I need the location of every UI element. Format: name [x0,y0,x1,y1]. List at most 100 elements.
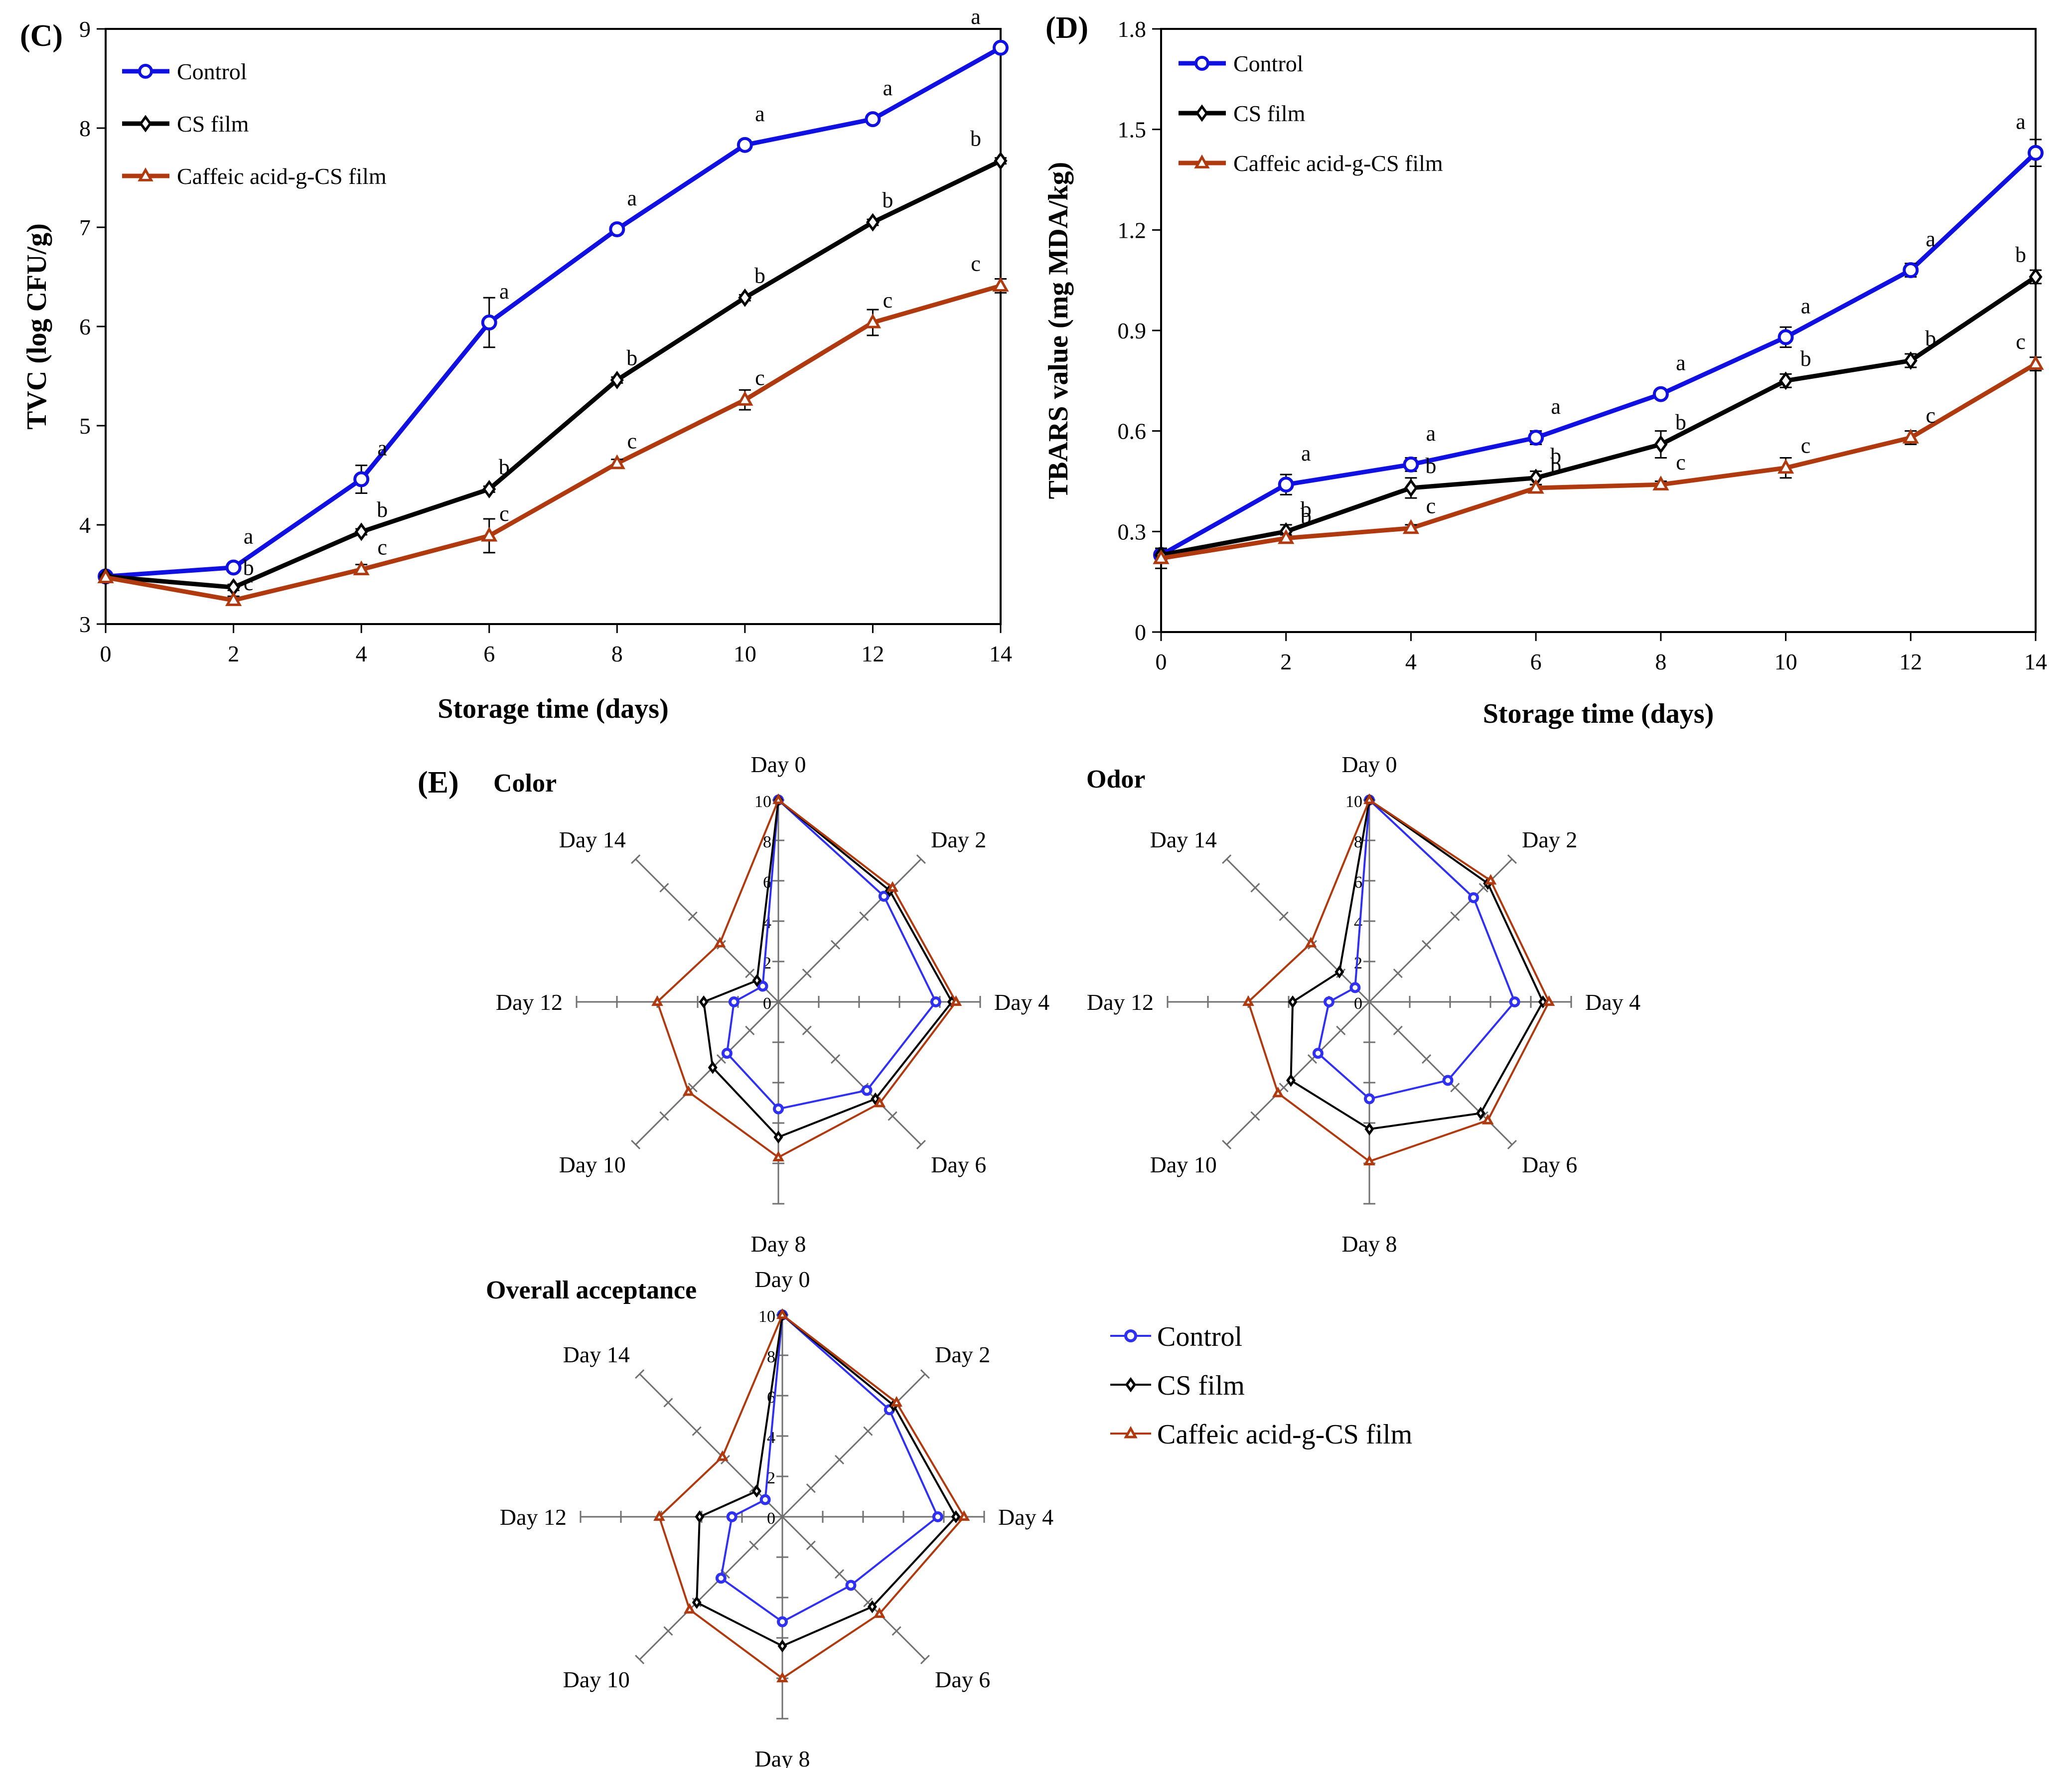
y-tick-label: 7 [79,215,91,240]
y-axis-title: TBARS value (mg MDA/kg) [1043,162,1074,499]
radar-point [653,1510,665,1521]
significance-label: b [970,127,981,151]
data-point [992,277,1009,292]
radar-axis-label: Day 4 [998,1504,1053,1530]
radar-point [776,1308,788,1319]
significance-label: a [244,524,254,549]
data-point [1528,430,1544,446]
radar-point [1364,1123,1374,1136]
radar-tick-mark [1450,911,1460,921]
significance-label: b [1675,410,1686,435]
radar-series-caffeic-acid-g-cs-film [1242,793,1555,1166]
data-point [97,568,114,584]
legend-item-caffeic-acid-g-cs-film: Caffeic acid-g-CS film [1179,151,1443,176]
radar-odor: Odor Day 0 Day 2 Day 4 Day 6 Day 8 Day 10 Day 1… [1086,752,1640,1257]
radar-axis-label: Day 2 [1522,827,1577,852]
radar-title: Odor [1086,765,1145,794]
significance-label: a [971,4,981,29]
y-tick-label: 5 [79,413,91,439]
data-point [1654,435,1668,454]
data-point [353,560,370,576]
radar-point [1324,996,1334,1007]
radar-axis-label: Day 12 [1087,989,1154,1015]
radar-axis [639,1516,783,1660]
data-point [2027,355,2044,370]
radar-point [861,1085,873,1096]
y-tick-label: 1.5 [1118,117,1147,143]
radar-point [951,1510,961,1524]
significance-label: c [1926,403,1936,428]
data-point [1779,371,1793,390]
radar-tick-mark [1393,968,1403,978]
significance-label: a [377,436,387,460]
significance-label: b [377,497,388,522]
legend-item-cs-film: CS film [122,111,249,137]
radar-tick-mark [1450,1083,1460,1093]
x-tick-label: 6 [1530,649,1542,674]
radar-point [726,1511,738,1522]
series-caffeic-acid-g-cs-film: c c c c c c c [97,251,1009,606]
data-point [865,111,881,128]
radar-point [651,995,663,1006]
radar-tick-mark [692,1426,702,1436]
data-point [993,39,1009,56]
data-point [1903,262,1919,278]
data-point [2029,267,2043,286]
radar-tick-mark [920,1654,930,1664]
radar-tick-mark [663,1398,673,1408]
significance-label: c [499,501,509,526]
data-point [1527,479,1544,494]
y-tick-label: 1.2 [1118,217,1147,243]
radar-scale-label: 8 [767,1348,775,1366]
radar-point [1334,965,1344,978]
significance-label: c [755,365,765,390]
significance-label: a [627,186,637,210]
radar-point [887,881,898,892]
radar-tick-mark [635,1369,645,1379]
radar-point [776,1671,788,1683]
series-line [1160,151,2038,557]
significance-label: a [1801,294,1811,318]
radar-series-control [1312,795,1520,1105]
radar-point [716,1450,729,1461]
significance-label: b [1301,497,1312,521]
radar-tick-mark [916,854,926,864]
radar-legend-label: Control [1157,1321,1242,1352]
radar-scale-label: 2 [767,1469,775,1487]
significance-label: a [1301,441,1311,466]
radar-scale-label: 0 [1354,994,1362,1013]
significance-label: a [883,76,893,100]
radar-overall-acceptance: Overall acceptance Day 0 Day 2 Day 4 Day 6 Da… [486,1267,1053,1768]
data-point [1278,477,1294,493]
data-point [481,526,498,542]
radar-point [878,891,889,902]
radar-tick-mark [888,1111,897,1121]
radar-point [682,1085,695,1096]
radar-axis-label: Day 6 [931,1152,986,1177]
radar-point [715,1573,727,1584]
radar-tick-mark [859,911,869,921]
radar-axis-label: Day 10 [563,1667,630,1692]
radar-tick-mark [802,1025,812,1035]
radar-legend-label: CS film [1157,1370,1245,1401]
radar-axis-label: Day 4 [1585,989,1640,1015]
significance-label: c [2016,329,2026,354]
radar-tick-mark [659,883,669,893]
radar-tick-mark [1222,1139,1232,1149]
significance-label: b [1425,454,1436,478]
y-tick-label: 9 [79,16,91,42]
radar-tick-mark [891,1626,901,1636]
radar-series-cs-film [699,793,957,1144]
y-tick-label: 6 [79,314,91,339]
radar-point [1305,937,1317,948]
radar-point [1312,1048,1324,1059]
data-point [1902,428,1919,444]
series-cs-film: b b b b b b b [99,127,1008,597]
significance-label: a [1926,227,1936,251]
radar-point [1481,1114,1494,1125]
radar-axis-label: Day 0 [750,752,806,777]
radar-tick-mark [688,1083,698,1093]
radar-point [958,1510,970,1521]
